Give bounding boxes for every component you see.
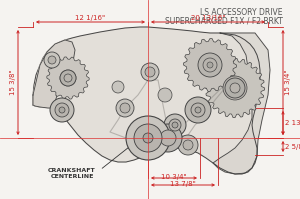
- Text: 15 3/8": 15 3/8": [10, 70, 16, 95]
- Circle shape: [191, 103, 205, 117]
- Circle shape: [48, 56, 56, 64]
- Text: 13 7/8": 13 7/8": [170, 181, 196, 187]
- Text: 2 13/16": 2 13/16": [285, 120, 300, 126]
- Circle shape: [185, 97, 211, 123]
- Circle shape: [60, 70, 76, 86]
- Circle shape: [172, 122, 178, 128]
- Circle shape: [207, 62, 213, 68]
- Circle shape: [50, 98, 74, 122]
- Circle shape: [154, 124, 182, 152]
- Circle shape: [145, 67, 155, 77]
- Circle shape: [59, 107, 65, 113]
- Circle shape: [64, 74, 72, 82]
- Circle shape: [55, 103, 69, 117]
- Circle shape: [230, 83, 240, 93]
- Circle shape: [126, 116, 170, 160]
- Text: LS ACCESSORY DRIVE: LS ACCESSORY DRIVE: [200, 8, 283, 17]
- Circle shape: [158, 88, 172, 102]
- Polygon shape: [213, 33, 270, 174]
- Circle shape: [134, 124, 162, 152]
- Text: SUPERCHARGED F1X / F2 BRKT: SUPERCHARGED F1X / F2 BRKT: [165, 16, 283, 25]
- Text: 10 3/4": 10 3/4": [161, 174, 187, 180]
- Circle shape: [207, 62, 213, 68]
- Circle shape: [44, 52, 60, 68]
- Circle shape: [164, 114, 186, 136]
- Circle shape: [112, 81, 124, 93]
- Polygon shape: [33, 27, 260, 174]
- Circle shape: [116, 99, 134, 117]
- Circle shape: [178, 135, 198, 155]
- Circle shape: [231, 84, 239, 92]
- Circle shape: [141, 63, 159, 81]
- Circle shape: [160, 130, 176, 146]
- Polygon shape: [33, 40, 75, 108]
- Circle shape: [198, 53, 222, 77]
- Text: 15 3/4": 15 3/4": [285, 70, 291, 95]
- Circle shape: [66, 76, 70, 80]
- Circle shape: [203, 58, 217, 72]
- Polygon shape: [184, 38, 236, 92]
- Circle shape: [169, 119, 181, 131]
- Circle shape: [223, 76, 247, 100]
- Circle shape: [225, 78, 245, 98]
- Circle shape: [120, 103, 130, 113]
- Circle shape: [200, 55, 220, 75]
- Circle shape: [183, 140, 193, 150]
- Text: 12 1/16": 12 1/16": [75, 15, 106, 21]
- Circle shape: [143, 133, 153, 143]
- Text: 20 13/16": 20 13/16": [191, 15, 225, 21]
- Polygon shape: [47, 57, 89, 99]
- Circle shape: [60, 70, 76, 86]
- Text: CRANKSHAFT
CENTERLINE: CRANKSHAFT CENTERLINE: [48, 168, 96, 179]
- Polygon shape: [205, 58, 265, 118]
- Circle shape: [195, 107, 201, 113]
- Text: 2 5/8": 2 5/8": [285, 143, 300, 149]
